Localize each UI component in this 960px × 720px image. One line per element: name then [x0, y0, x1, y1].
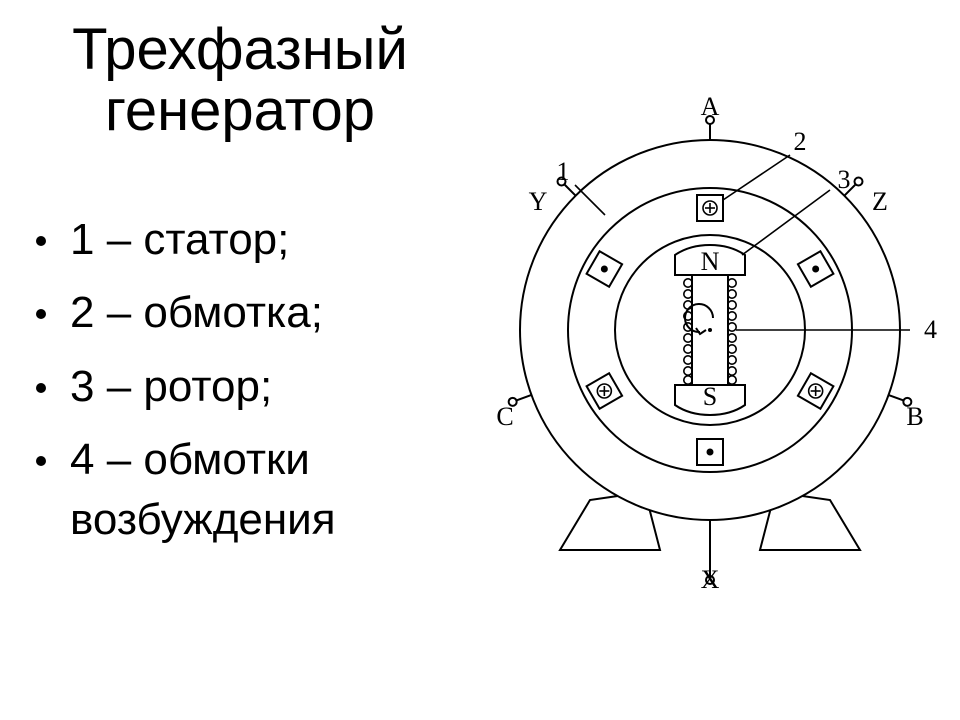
terminal-Z-label: Z — [872, 187, 888, 216]
bullet-icon — [36, 383, 46, 393]
bullet-icon — [36, 456, 46, 466]
slot-dot-icon — [812, 266, 819, 273]
generator-diagram: N S 1 — [460, 80, 960, 640]
north-label: N — [701, 247, 720, 276]
terminal-X-label: X — [701, 565, 720, 594]
terminal-A-label: A — [701, 92, 720, 121]
legend-text: 4 – обмотки возбуждения — [70, 430, 460, 549]
legend-list: 1 – статор; 2 – обмотка; 3 – ротор; 4 – … — [30, 210, 460, 563]
legend-text: 1 – статор; — [70, 210, 289, 269]
terminal-node-icon — [854, 178, 862, 186]
legend-text: 2 – обмотка; — [70, 283, 323, 342]
slide: Трехфазный генератор 1 – статор; 2 – обм… — [0, 0, 960, 720]
terminal-B-label: B — [906, 402, 923, 431]
south-label: S — [703, 382, 717, 411]
callout-1: 1 — [557, 157, 570, 186]
legend-item: 1 – статор; — [30, 210, 460, 269]
terminal-Y-label: Y — [529, 187, 548, 216]
slide-title: Трехфазный генератор — [20, 20, 460, 142]
terminal-C-label: C — [496, 402, 513, 431]
slot-dot-icon — [601, 266, 608, 273]
bullet-icon — [36, 309, 46, 319]
legend-item: 3 – ротор; — [30, 357, 460, 416]
legend-item: 2 – обмотка; — [30, 283, 460, 342]
bullet-icon — [36, 236, 46, 246]
slot-dot-icon — [707, 449, 714, 456]
callout-3: 3 — [838, 165, 851, 194]
callout-4: 4 — [924, 315, 937, 344]
callout-2: 2 — [794, 127, 807, 156]
legend-item: 4 – обмотки возбуждения — [30, 430, 460, 549]
legend-text: 3 – ротор; — [70, 357, 272, 416]
